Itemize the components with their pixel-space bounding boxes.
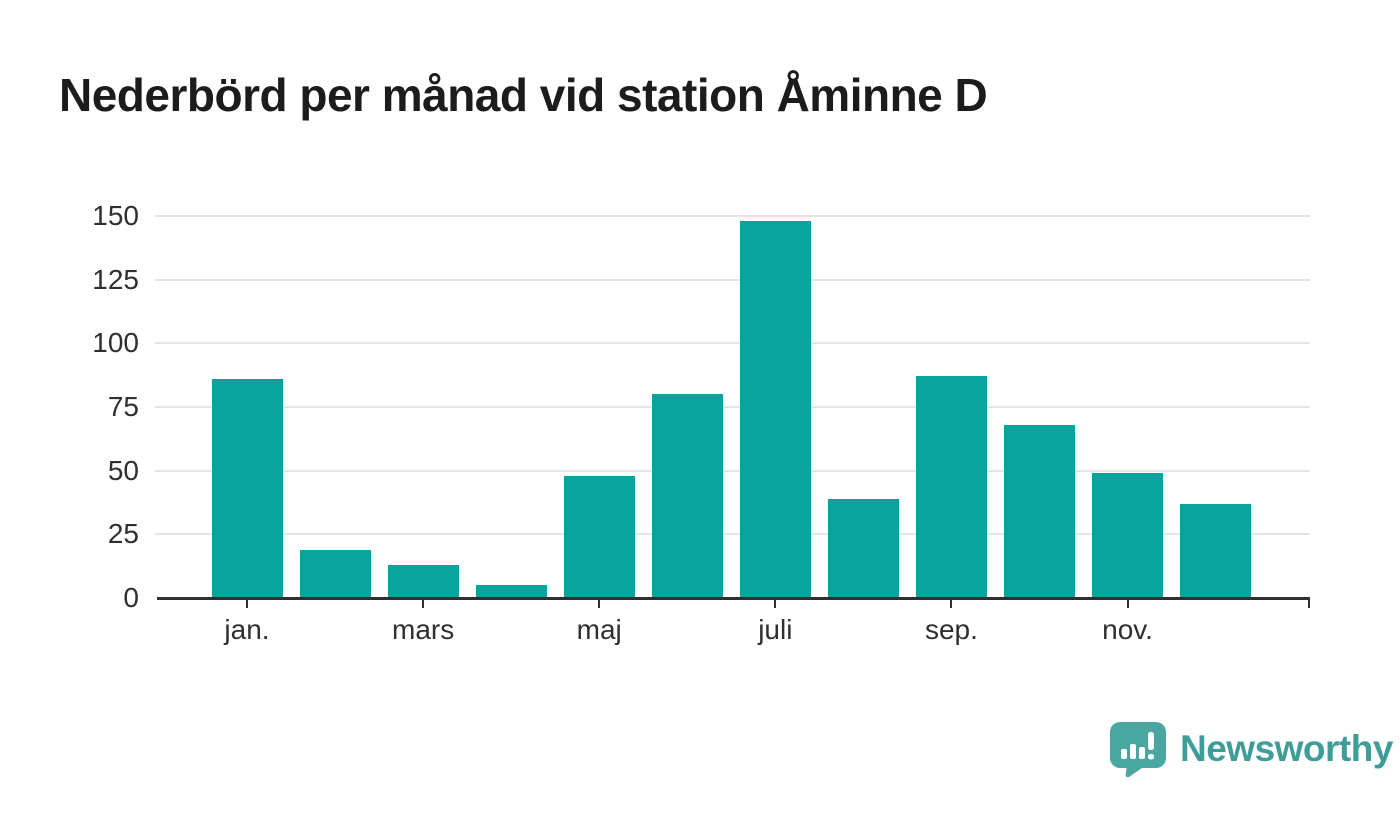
bar <box>387 564 459 598</box>
x-axis-end-tick <box>1308 599 1310 608</box>
y-axis-tick-label: 0 <box>123 582 139 613</box>
y-gridline <box>155 533 1310 536</box>
y-gridline <box>155 342 1310 345</box>
y-axis-tick-label: 75 <box>107 391 139 422</box>
x-axis-tick <box>950 599 953 608</box>
newsworthy-logo-text: Newsworthy <box>1180 727 1393 769</box>
bar <box>563 475 635 598</box>
y-gridline <box>155 406 1310 408</box>
x-axis-tick <box>598 599 601 608</box>
bar <box>475 585 547 598</box>
y-gridline <box>155 215 1310 217</box>
bar <box>739 221 811 598</box>
bar <box>1180 503 1252 598</box>
bar <box>651 394 723 598</box>
y-axis-tick-label: 25 <box>107 518 139 550</box>
y-axis-tick-label: 125 <box>92 263 139 295</box>
x-axis-tick-label: juli <box>758 614 793 645</box>
newsworthy-speech-bubble-barchart-icon <box>1108 720 1168 778</box>
bar <box>211 378 283 598</box>
x-axis-tick-label: maj <box>576 614 622 645</box>
y-axis-tick-label: 50 <box>107 454 139 486</box>
x-axis-line <box>157 597 1310 600</box>
bar <box>299 549 371 598</box>
bar <box>827 498 899 598</box>
x-axis-tick <box>246 599 248 608</box>
chart-title: Nederbörd per månad vid station Åminne D <box>59 69 988 121</box>
y-axis-tick-label: 100 <box>92 327 139 359</box>
x-axis-tick-label: jan. <box>224 614 270 645</box>
x-axis-tick <box>422 599 425 608</box>
x-axis-tick <box>1126 599 1129 608</box>
bar <box>1003 424 1075 598</box>
x-axis-tick-label: mars <box>391 614 455 645</box>
x-axis-tick <box>774 599 777 608</box>
x-axis-tick-label: nov. <box>1102 614 1153 645</box>
y-gridline <box>155 469 1310 472</box>
bar <box>915 376 987 598</box>
newsworthy-logo: Newsworthy <box>1108 720 1393 778</box>
y-gridline <box>155 278 1310 281</box>
x-axis-tick-label: sep. <box>924 614 978 645</box>
y-axis-tick-label: 150 <box>92 200 139 231</box>
bar <box>1092 473 1164 598</box>
